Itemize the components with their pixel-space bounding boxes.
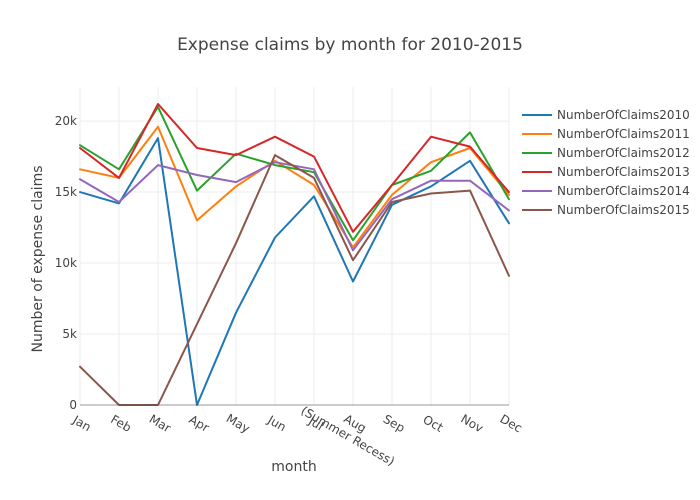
y-tick-label: 5k [62, 327, 77, 341]
chart-title: Expense claims by month for 2010-2015 [177, 35, 523, 55]
legend-item[interactable]: NumberOfClaims2015 [522, 203, 690, 217]
legend-label: NumberOfClaims2014 [557, 184, 690, 198]
legend-item[interactable]: NumberOfClaims2012 [522, 146, 690, 160]
y-axis-ticks: 0 5k 10k 15k 20k [55, 114, 77, 412]
x-tick-label: Jul [305, 413, 325, 433]
grid-layer [79, 87, 510, 405]
series-line-NumberOfClaims2010 [79, 137, 510, 406]
legend-label: NumberOfClaims2013 [557, 165, 690, 179]
legend-item[interactable]: NumberOfClaims2011 [522, 127, 690, 141]
series-line-NumberOfClaims2014 [79, 161, 510, 252]
legend-item[interactable]: NumberOfClaims2013 [522, 165, 690, 179]
legend-label: NumberOfClaims2010 [557, 108, 690, 122]
x-tick-label: Nov [458, 412, 485, 436]
x-tick-label: Oct [421, 412, 446, 435]
legend: NumberOfClaims2010 NumberOfClaims2011 Numb… [522, 108, 690, 217]
series-layer [79, 103, 510, 406]
x-tick-label: Dec [497, 412, 524, 436]
x-axis-ticks: Jan Feb Mar Apr May Jun Jul Aug(Summer Recess)S… [70, 404, 525, 469]
legend-label: NumberOfClaims2015 [557, 203, 690, 217]
series-line-NumberOfClaims2015 [79, 154, 510, 406]
legend-item[interactable]: NumberOfClaims2014 [522, 184, 690, 198]
x-tick-label: Sep [381, 412, 408, 435]
y-tick-label: 10k [55, 256, 77, 270]
legend-item[interactable]: NumberOfClaims2010 [522, 108, 690, 122]
x-tick-label: May [224, 411, 252, 436]
x-tick-label: Feb [108, 412, 133, 435]
x-tick-label: Jun [265, 412, 289, 434]
y-tick-label: 15k [55, 185, 77, 199]
x-tick-label: Jan [70, 412, 94, 434]
y-tick-label: 20k [55, 114, 77, 128]
series-line-NumberOfClaims2011 [79, 125, 510, 249]
x-tick-label: Mar [147, 412, 174, 435]
y-tick-label: 0 [69, 398, 77, 412]
x-axis-title: month [271, 459, 316, 475]
legend-label: NumberOfClaims2011 [557, 127, 690, 141]
legend-label: NumberOfClaims2012 [557, 146, 690, 160]
series-line-NumberOfClaims2013 [79, 103, 510, 233]
x-tick-label: Apr [187, 412, 212, 435]
y-axis-title: Number of expense claims [30, 165, 46, 352]
